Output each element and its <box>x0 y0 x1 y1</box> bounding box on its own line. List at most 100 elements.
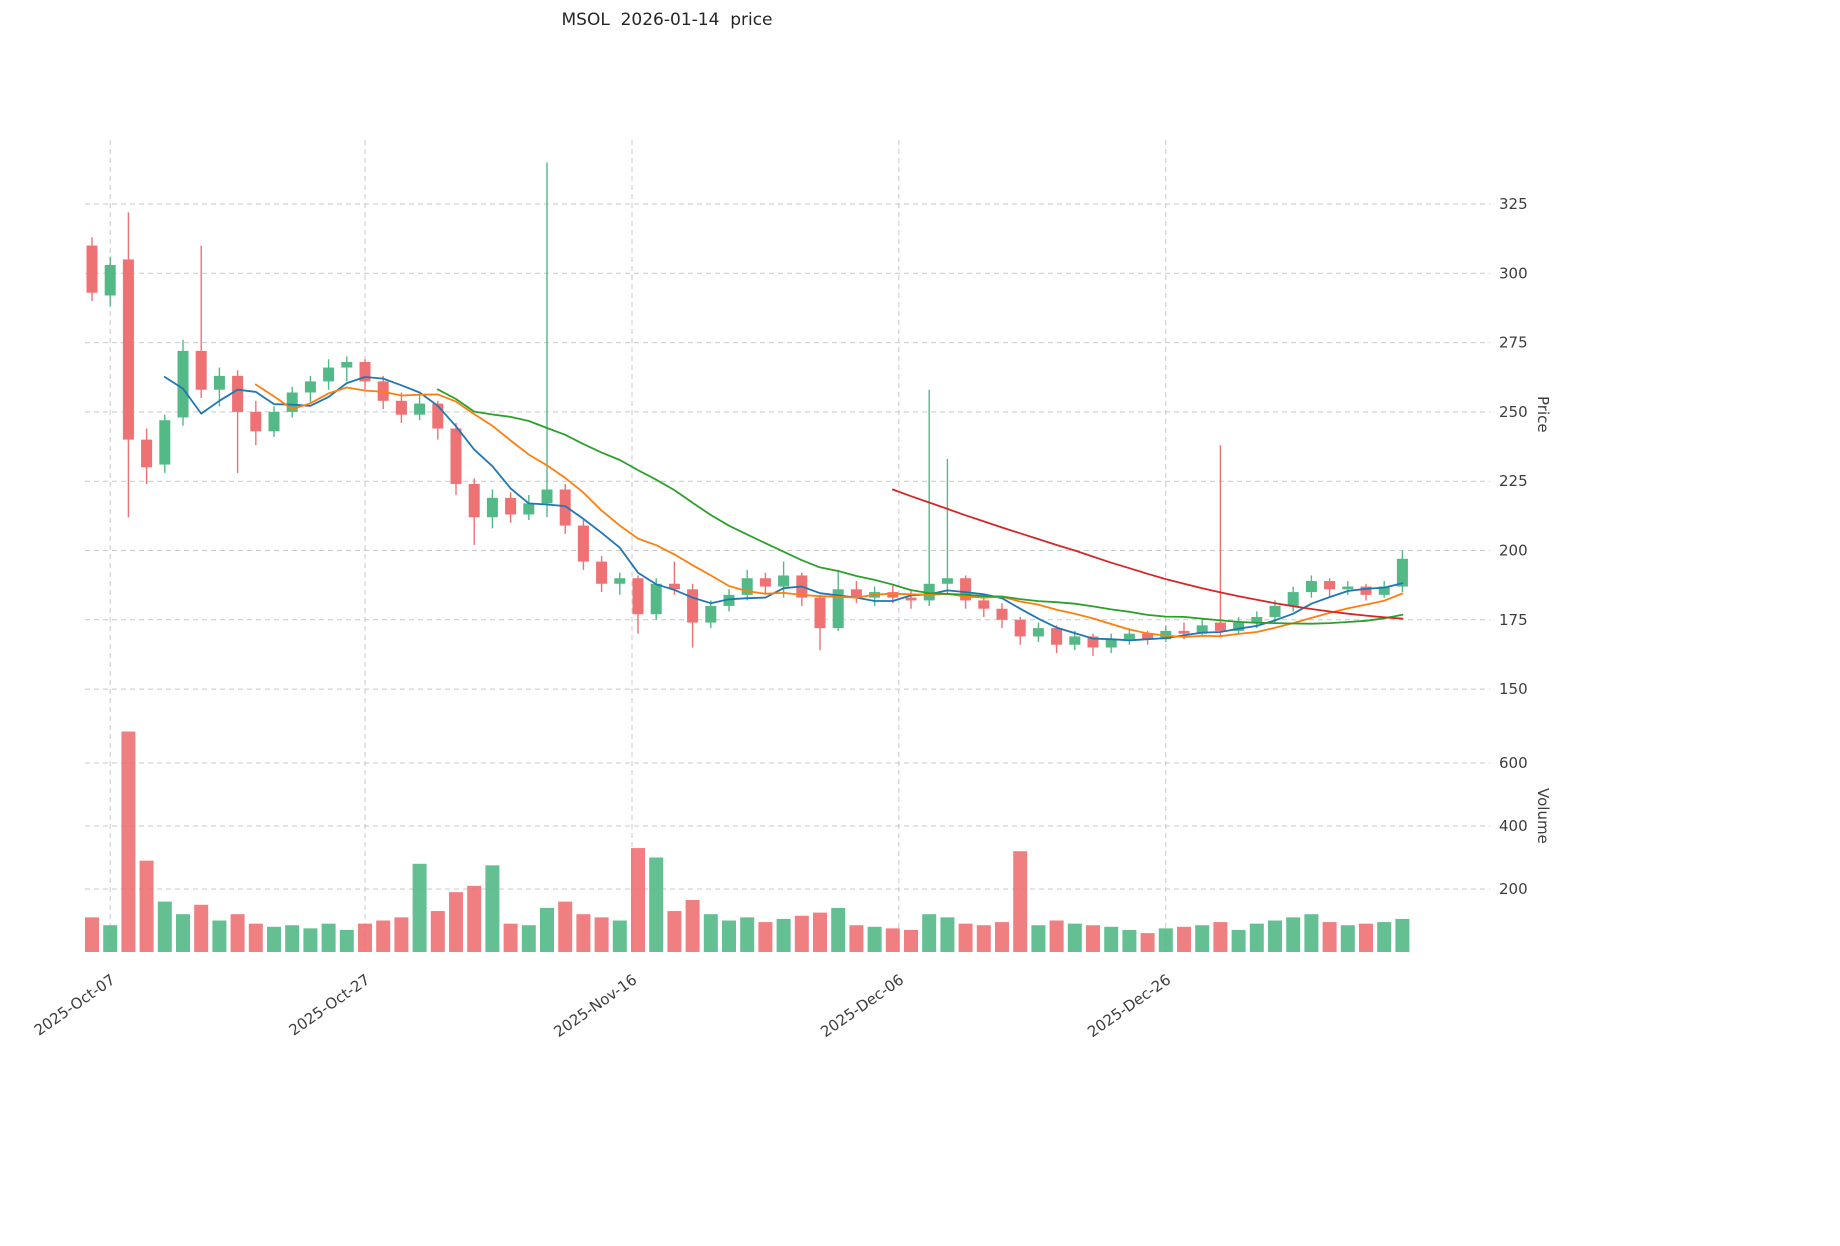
volume-bar <box>139 860 154 952</box>
gridlines <box>85 140 1490 952</box>
date-tick-label: 2025-Dec-06 <box>817 971 907 1041</box>
candle-body <box>723 594 735 606</box>
volume-bar <box>503 923 518 952</box>
price-tick-label: 225 <box>1499 472 1528 490</box>
price-tick-label: 300 <box>1499 264 1528 282</box>
candle-body <box>1360 586 1372 595</box>
volume-bar <box>1231 929 1246 952</box>
candle-body <box>1287 592 1299 606</box>
candle-body <box>323 367 335 382</box>
volume-bar <box>358 923 372 952</box>
candle-body <box>778 575 790 587</box>
candle-body <box>1087 636 1099 648</box>
volume-bar <box>194 904 209 952</box>
volume-bar <box>212 920 227 952</box>
candle-body <box>1324 580 1336 590</box>
candle-body <box>1142 633 1154 640</box>
candle-body <box>395 400 407 415</box>
axis-tick-labels: 150 175 200 225 250 275 300 325 200 400 600 2025-Oc… <box>31 195 1528 1041</box>
volume-bar <box>339 929 354 952</box>
volume-bar <box>722 920 736 952</box>
ma-line-sma50 <box>891 488 1404 620</box>
volume-bar <box>612 920 627 952</box>
candles <box>86 162 1408 656</box>
candle-body <box>213 375 225 390</box>
candle-body <box>1305 580 1317 593</box>
volume-bar <box>885 928 900 952</box>
volume-bar <box>958 923 973 952</box>
volume-bar <box>922 914 937 952</box>
chart-title: MSOL 2026-01-14 price <box>561 10 773 30</box>
candle-body <box>359 362 371 382</box>
candle-body <box>1214 622 1226 631</box>
candle-body <box>559 489 571 526</box>
candle-body <box>687 589 699 623</box>
candle-body <box>650 583 662 615</box>
candle-body <box>632 578 644 615</box>
volume-bar <box>1213 922 1228 952</box>
volume-bar <box>1104 926 1119 952</box>
volume-bar <box>230 914 245 952</box>
candle-body <box>1123 633 1135 640</box>
candle-body <box>177 350 189 418</box>
candle-body <box>923 583 935 601</box>
volume-bar <box>321 923 336 952</box>
volume-bar <box>667 911 682 952</box>
candle-body <box>577 525 589 562</box>
price-tick-label: 150 <box>1499 680 1528 698</box>
volume-bars <box>85 731 1410 952</box>
volume-bar <box>976 925 991 952</box>
volume-bar <box>813 912 827 952</box>
price-tick-label: 250 <box>1499 403 1528 421</box>
volume-bar <box>303 928 318 952</box>
volume-bar <box>831 907 846 952</box>
candle-body <box>104 264 116 296</box>
volume-bar <box>267 926 281 952</box>
volume-bar <box>1377 922 1392 952</box>
volume-bar <box>940 917 955 952</box>
volume-bar <box>703 914 718 952</box>
date-tick-label: 2025-Dec-26 <box>1084 971 1174 1041</box>
volume-bar <box>1304 914 1319 952</box>
date-tick-label: 2025-Oct-27 <box>286 971 374 1040</box>
date-tick-label: 2025-Oct-07 <box>31 971 119 1040</box>
volume-bar <box>776 918 791 952</box>
volume-bar <box>1031 925 1046 952</box>
volume-axis-label: Volume <box>1534 788 1552 844</box>
volume-bar <box>467 885 482 952</box>
volume-bar <box>1122 929 1137 952</box>
volume-bar <box>1359 923 1373 952</box>
candle-body <box>523 503 535 515</box>
candle-body <box>304 381 316 393</box>
volume-bar <box>576 914 591 952</box>
ma-lines <box>163 376 1404 642</box>
candle-body <box>1014 619 1026 637</box>
ma-line-sma20 <box>436 388 1404 625</box>
candle-body <box>286 392 298 412</box>
candle-body <box>1069 636 1081 645</box>
volume-bar <box>1249 923 1264 952</box>
volume-bar <box>121 731 136 952</box>
volume-bar <box>558 901 573 952</box>
candle-body <box>141 439 153 468</box>
price-tick-label: 200 <box>1499 542 1528 560</box>
volume-bar <box>1322 922 1337 952</box>
volume-bar <box>1086 925 1100 952</box>
candle-body <box>450 428 462 484</box>
volume-bar <box>540 907 554 952</box>
candle-body <box>905 597 917 601</box>
candle-body <box>195 350 207 390</box>
volume-bar <box>1158 928 1173 952</box>
volume-bar <box>1268 920 1282 952</box>
volume-bar <box>1140 933 1155 952</box>
candle-body <box>414 403 426 415</box>
volume-bar <box>1067 923 1082 952</box>
ma-line-sma5 <box>163 376 1404 642</box>
candle-body <box>814 597 826 629</box>
price-tick-label: 275 <box>1499 334 1528 352</box>
volume-bar <box>594 917 609 952</box>
ma-line-sma10 <box>254 383 1404 638</box>
price-tick-label: 325 <box>1499 195 1528 213</box>
